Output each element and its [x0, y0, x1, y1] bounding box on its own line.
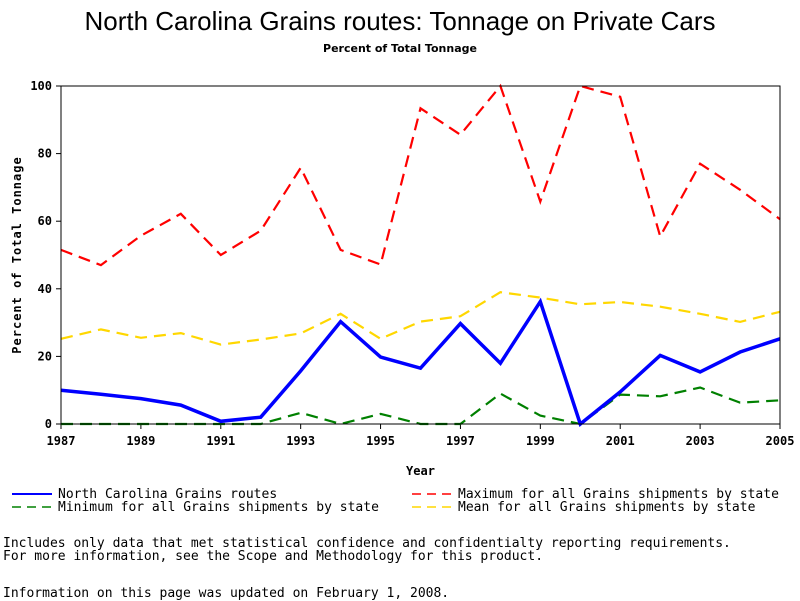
y-tick-label: 0: [45, 417, 52, 431]
series-line-3: [60, 291, 781, 346]
y-tick-label: 40: [38, 282, 52, 296]
y-tick-label: 100: [30, 79, 52, 93]
x-axis-title: Year: [406, 464, 435, 478]
legend-label: Minimum for all Grains shipments by stat…: [58, 500, 379, 515]
legend: North Carolina Grains routes Maximum for …: [12, 487, 779, 515]
series-lines: [60, 83, 781, 427]
x-tick-label: 1999: [526, 434, 555, 448]
x-tick-label: 1987: [47, 434, 76, 448]
note-confidence: Includes only data that met statistical …: [3, 536, 731, 551]
x-tick-label: 1989: [126, 434, 155, 448]
chart-subtitle: Percent of Total Tonnage: [323, 42, 477, 55]
x-tick-label: 2003: [686, 434, 715, 448]
series-line-1: [60, 83, 781, 267]
x-tick-label: 1997: [446, 434, 475, 448]
y-tick-label: 80: [38, 147, 52, 161]
x-tick-labels: 1987 1989 1991 1993 1995 1997 1999 2001 2003 2005: [47, 434, 795, 448]
y-axis-title: Percent of Total Tonnage: [10, 156, 24, 353]
x-tick-label: 1991: [206, 434, 235, 448]
series-line-2: [61, 386, 781, 426]
plot-area-frame: [60, 85, 781, 425]
y-tick-label: 60: [38, 214, 52, 228]
note-updated: Information on this page was updated on …: [3, 586, 450, 601]
series-line-0: [60, 297, 781, 427]
chart-title: North Carolina Grains routes: Tonnage on…: [84, 6, 716, 36]
note-methodology: For more information, see the Scope and …: [3, 549, 544, 564]
legend-label: Maximum for all Grains shipments by stat…: [458, 487, 779, 502]
tick-marks: [56, 85, 781, 429]
y-tick-labels: 0 20 40 60 80 100: [30, 79, 52, 431]
legend-label: Mean for all Grains shipments by state: [458, 500, 756, 515]
x-tick-label: 2001: [606, 434, 635, 448]
x-tick-label: 1993: [286, 434, 315, 448]
legend-label: North Carolina Grains routes: [58, 487, 277, 502]
x-tick-label: 2005: [766, 434, 795, 448]
x-tick-label: 1995: [366, 434, 395, 448]
y-tick-label: 20: [38, 349, 52, 363]
